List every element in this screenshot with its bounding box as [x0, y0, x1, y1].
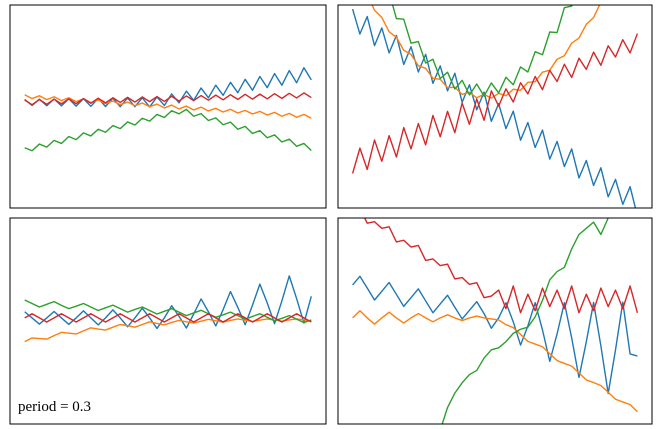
data-line: [24, 313, 312, 323]
plot-area: [352, 218, 639, 424]
plot-frame: [9, 4, 327, 209]
data-line: [24, 67, 312, 108]
data-line: [441, 218, 609, 424]
plot-frame: [337, 4, 653, 209]
data-line: [24, 108, 312, 152]
data-line: [24, 318, 312, 343]
data-line: [351, 8, 637, 208]
plot-frame: [9, 217, 327, 425]
data-line: [352, 310, 638, 413]
data-line: [24, 275, 312, 330]
plot-area: [351, 5, 639, 208]
plot-frame: [337, 217, 653, 425]
data-line: [24, 92, 312, 106]
data-line: [371, 5, 601, 99]
plot-area: [24, 275, 312, 343]
plot-area: [24, 67, 312, 152]
data-line: [352, 275, 638, 395]
data-line: [24, 94, 312, 119]
data-line: [351, 33, 639, 174]
annotation: period = 0.3: [18, 399, 91, 415]
data-line: [363, 218, 639, 314]
data-line: [391, 5, 573, 97]
